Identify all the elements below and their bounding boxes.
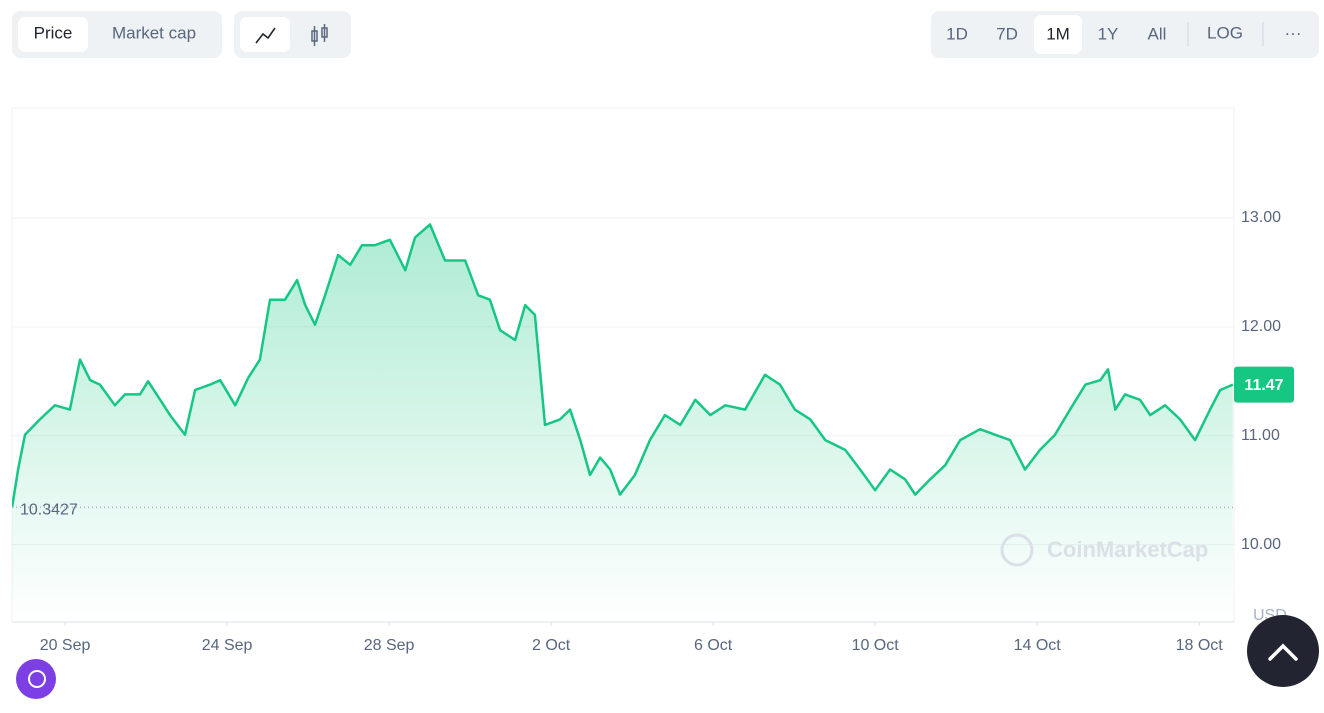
current-price-label: 11.47 xyxy=(1244,377,1283,394)
history-button[interactable] xyxy=(16,659,56,699)
price-area xyxy=(12,224,1233,622)
range-1m[interactable]: 1M xyxy=(1046,24,1070,43)
y-tick-label: 13.00 xyxy=(1241,209,1281,226)
x-tick-label: 28 Sep xyxy=(364,637,415,654)
current-price-badge xyxy=(1234,366,1294,403)
range-1d[interactable]: 1D xyxy=(946,24,968,43)
watermark: CoinMarketCap xyxy=(1047,537,1208,562)
x-tick-label: 14 Oct xyxy=(1014,637,1062,654)
scroll-top-button[interactable] xyxy=(1247,615,1319,687)
range-all[interactable]: All xyxy=(1148,24,1167,43)
y-tick-label: 11.00 xyxy=(1241,427,1280,444)
x-tick-label: 24 Sep xyxy=(202,637,253,654)
y-tick-label: 10.00 xyxy=(1241,536,1281,553)
line-button[interactable] xyxy=(240,17,290,52)
tab-market-cap[interactable]: Market cap xyxy=(112,23,196,42)
scroll-top-icon xyxy=(1268,643,1298,661)
plot-frame xyxy=(11,107,1235,622)
log-toggle[interactable]: LOG xyxy=(1207,23,1243,42)
line-icon xyxy=(255,27,276,44)
range-7d[interactable]: 7D xyxy=(996,24,1018,43)
candle-button[interactable] xyxy=(311,24,328,46)
plot-area xyxy=(12,217,1234,622)
price-line xyxy=(12,223,1234,508)
range-group xyxy=(931,11,1319,58)
range-active xyxy=(1034,15,1082,54)
reference-label: 10.3427 xyxy=(20,502,78,519)
history-icon xyxy=(28,670,46,688)
tab-price[interactable]: Price xyxy=(34,23,73,42)
x-tick-label: 10 Oct xyxy=(852,637,900,654)
x-tick-label: 20 Sep xyxy=(40,637,91,654)
tab-active xyxy=(18,17,88,52)
y-tick-label: 12.00 xyxy=(1241,318,1281,335)
x-tick-label: 6 Oct xyxy=(694,637,733,654)
more-button[interactable]: ··· xyxy=(1285,23,1302,42)
x-tick-label: 18 Oct xyxy=(1176,637,1224,654)
range-1y[interactable]: 1Y xyxy=(1098,24,1119,43)
watermark-logo xyxy=(1000,533,1034,567)
x-tick-label: 2 Oct xyxy=(532,637,571,654)
